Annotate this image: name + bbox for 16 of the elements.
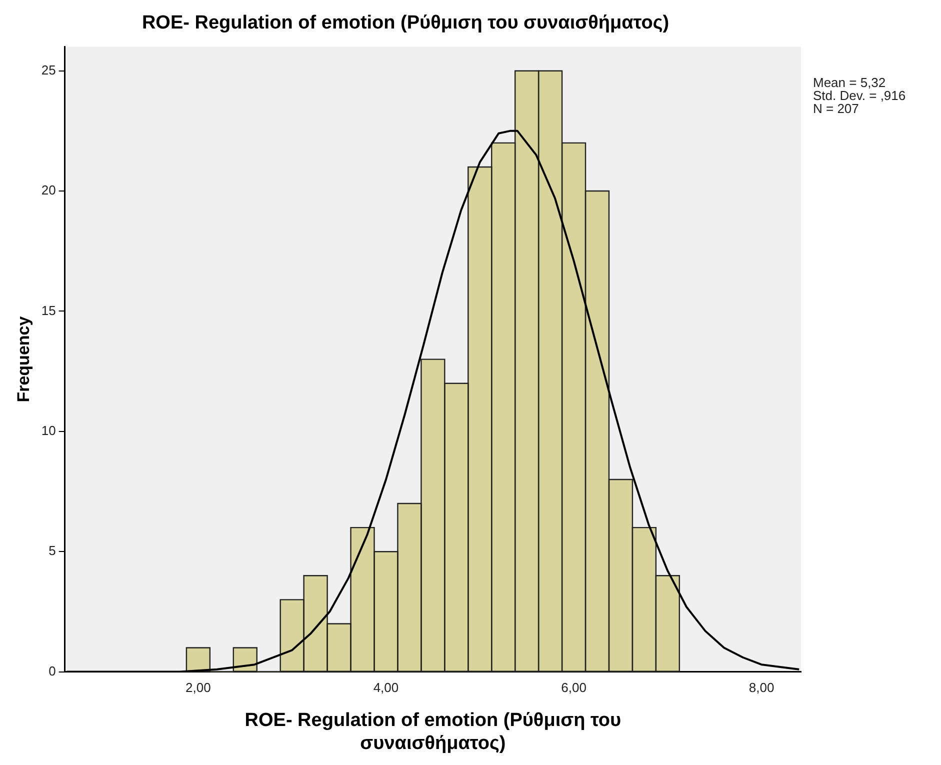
x-tick-label: 6,00 (561, 680, 586, 696)
y-tick-label: 5 (48, 543, 56, 558)
y-tick-label: 10 (41, 422, 56, 438)
y-axis-title: Frequency (14, 316, 33, 402)
text: N = 207 (813, 100, 859, 116)
x-tick-label: 8,00 (748, 680, 774, 696)
text: Std. Dev. = ,916 (813, 88, 906, 103)
y-tick-label: 0 (48, 663, 56, 678)
x-axis-title: ROE- Regulation of emotion (Ρύθμιση του συναισθήματος) (244, 710, 622, 754)
x-tick-label: 2,00 (186, 680, 211, 696)
y-tick-label: 15 (41, 302, 56, 318)
y-tick-label: 25 (41, 62, 56, 78)
text: Mean = 5,32 (813, 74, 886, 90)
x-tick-label: 4,00 (373, 680, 399, 696)
y-tick-label: 20 (41, 182, 56, 198)
chart-title: ROE- Regulation of emotion (Ρύθμιση του συναισθήματος) (142, 12, 670, 34)
